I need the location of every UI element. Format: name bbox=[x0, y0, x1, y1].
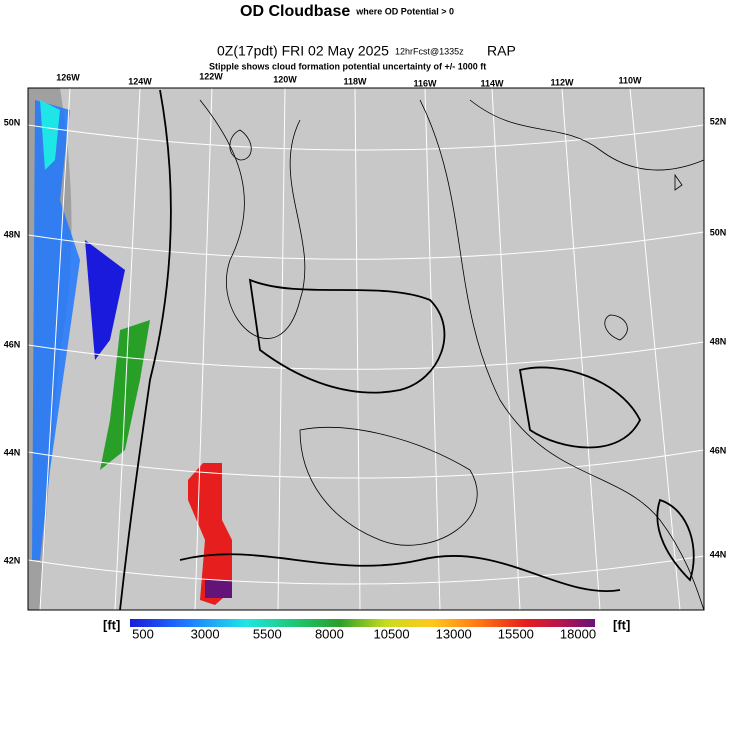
note: Stipple shows cloud formation potential … bbox=[209, 61, 486, 71]
latitude-label: 48N bbox=[4, 229, 21, 239]
longitude-label: 116W bbox=[413, 78, 437, 88]
forecast-note: 12hrFcst@1335z bbox=[395, 46, 464, 56]
longitude-label: 114W bbox=[480, 78, 504, 88]
latitude-label: 46N bbox=[710, 445, 727, 455]
colorbar-tick-label: 15500 bbox=[498, 626, 534, 641]
longitude-label: 110W bbox=[618, 75, 642, 85]
title: OD Cloudbase bbox=[240, 3, 350, 20]
longitude-label: 112W bbox=[550, 77, 574, 87]
title-note: where OD Potential > 0 bbox=[355, 6, 454, 16]
colorbar-tick-label: 18000 bbox=[560, 626, 596, 641]
colorbar-tick-label: 13000 bbox=[436, 626, 472, 641]
map-area bbox=[27, 87, 705, 611]
colorbar-tick-label: 5500 bbox=[253, 626, 282, 641]
colorbar-tick-label: 3000 bbox=[191, 626, 220, 641]
latitude-label: 50N bbox=[710, 227, 727, 237]
latitude-label: 46N bbox=[4, 339, 21, 349]
model: RAP bbox=[487, 43, 516, 59]
latitude-label: 50N bbox=[4, 117, 21, 127]
latitude-label: 52N bbox=[710, 116, 727, 126]
latitude-label: 44N bbox=[710, 549, 727, 559]
longitude-label: 120W bbox=[273, 74, 297, 84]
cloudbase-low bbox=[85, 240, 125, 360]
cloudbase-high bbox=[205, 580, 232, 598]
colorbar-tick-label: 8000 bbox=[315, 626, 344, 641]
colorbar-unit: [ft] bbox=[613, 617, 630, 632]
latitude-label: 44N bbox=[4, 447, 21, 457]
subtitle: 0Z(17pdt) FRI 02 May 2025 bbox=[217, 43, 389, 59]
map-frame bbox=[27, 87, 705, 611]
contours bbox=[119, 89, 705, 611]
longitude-label: 118W bbox=[343, 76, 367, 86]
colorbar-unit: [ft] bbox=[103, 617, 120, 632]
grid-lines bbox=[27, 87, 705, 611]
latitude-label: 48N bbox=[710, 336, 727, 346]
cloudbase-mid bbox=[40, 100, 60, 170]
latitude-label: 42N bbox=[4, 555, 21, 565]
longitude-label: 124W bbox=[128, 76, 152, 86]
colorbar-tick-label: 500 bbox=[132, 626, 154, 641]
longitude-label: 122W bbox=[199, 71, 223, 81]
colorbar-tick-label: 10500 bbox=[373, 626, 409, 641]
colorbar bbox=[130, 619, 595, 627]
longitude-label: 126W bbox=[56, 72, 80, 82]
